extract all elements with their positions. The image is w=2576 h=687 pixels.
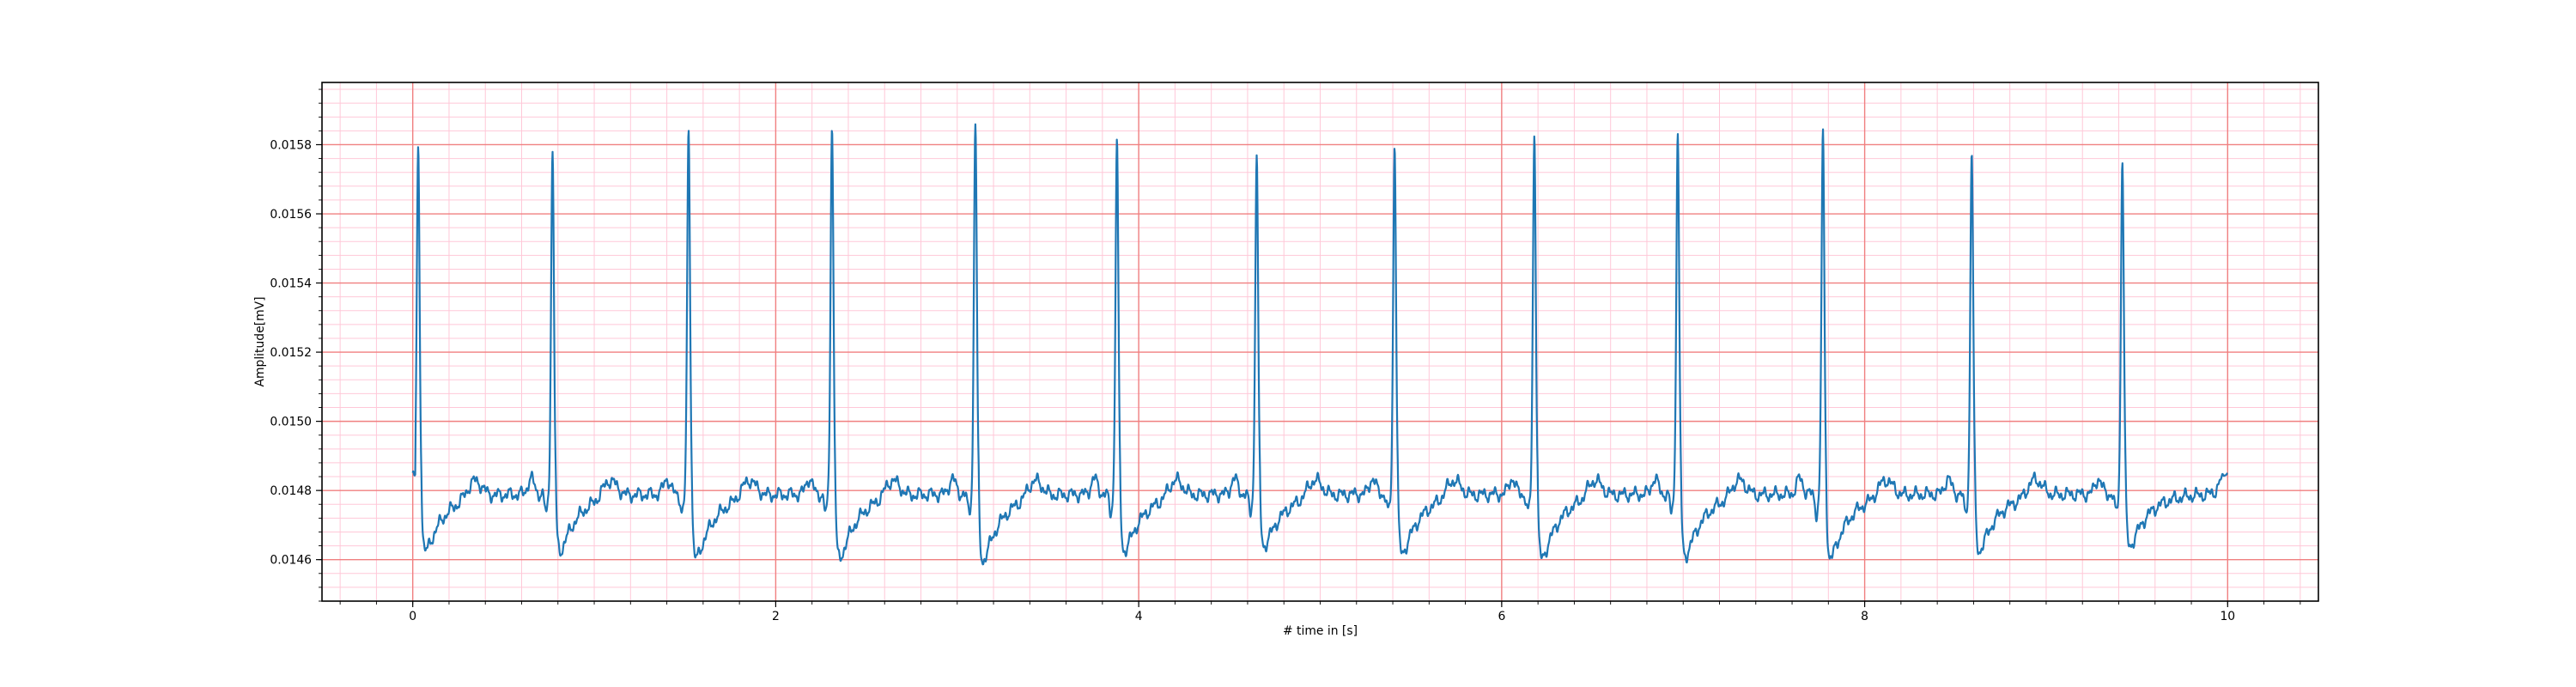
y-axis: 0.0146 0.0148 0.0150 0.0152 0.0154 0.0156 0.01… — [270, 88, 322, 602]
y-tick-label: 0.0154 — [270, 277, 312, 291]
x-axis-label: # time in [s] — [1283, 624, 1358, 638]
y-tick-label: 0.0150 — [270, 416, 312, 429]
x-tick-label: 6 — [1498, 610, 1505, 623]
y-tick-label: 0.0152 — [270, 346, 312, 360]
x-tick-label: 4 — [1135, 610, 1143, 623]
x-tick-label: 0 — [409, 610, 416, 623]
series-layer — [411, 123, 2228, 566]
x-tick-label: 2 — [772, 610, 780, 623]
y-axis-label: Amplitude[mV] — [253, 296, 267, 386]
y-tick-label: 0.0148 — [270, 484, 312, 498]
y-tick-label: 0.0158 — [270, 138, 312, 152]
x-axis: 0 2 4 6 8 10 — [339, 601, 2301, 623]
y-tick-label: 0.0156 — [270, 208, 312, 222]
ecg-series-line — [411, 123, 2228, 566]
major-grid — [322, 82, 2318, 601]
x-tick-label: 8 — [1861, 610, 1868, 623]
x-tick-label: 10 — [2220, 610, 2235, 623]
y-tick-label: 0.0146 — [270, 554, 312, 568]
